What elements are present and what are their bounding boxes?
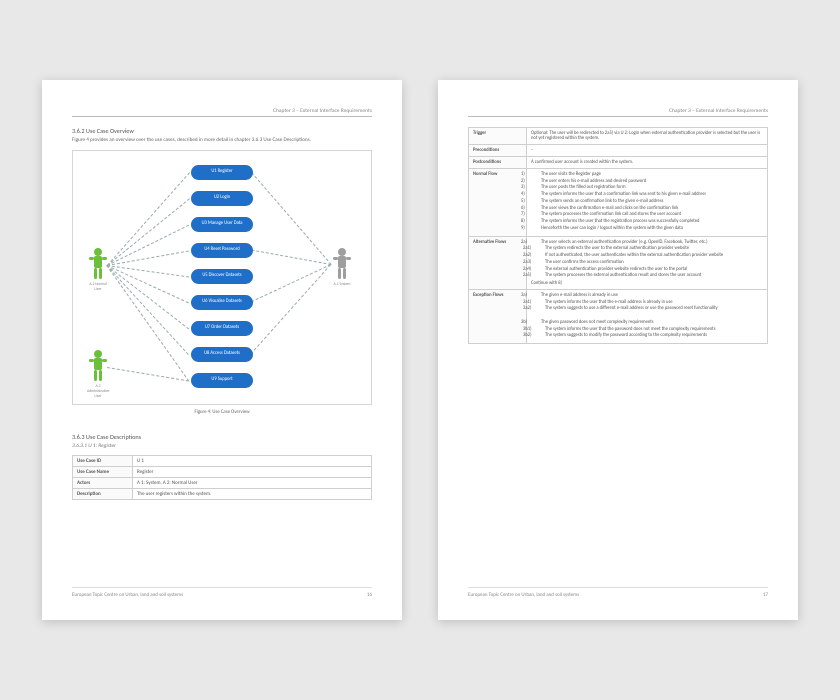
flow-step: 9) Henceforth the user can login / logou… — [531, 226, 763, 232]
use-case-diagram: U1 Register U2 Login U3 Manage User Data U4… — [72, 150, 372, 405]
table-key: Description — [73, 488, 133, 499]
table-key: Actors — [73, 477, 133, 488]
flow-step: 2a5) The system processes the external a… — [531, 273, 763, 279]
use-case-node: U5 Discover Datasets — [191, 269, 253, 284]
table-value: U 1 — [133, 455, 372, 466]
actor-label: A.3 Administrative User — [87, 384, 109, 399]
actor-admin-user: A.3 Administrative User — [87, 349, 109, 399]
flow-step: 3a2) The system suggests to use a differ… — [531, 306, 763, 312]
footer-page-number: 17 — [763, 592, 768, 598]
use-case-node: U2 Login — [191, 191, 253, 206]
use-case-node: U3 Manage User Data — [191, 217, 253, 232]
flow-value: Optional: The user will be redirected to… — [527, 128, 768, 145]
flow-step: 2a1) The system redirects the user to th… — [531, 246, 763, 252]
flow-step: 1) The user visits the Register page — [531, 172, 763, 178]
page-1: Chapter 3 – External Interface Requireme… — [42, 80, 402, 620]
footer-page-number: 16 — [367, 592, 372, 598]
use-case-node: U9 Support — [191, 373, 253, 388]
table-value: Register — [133, 466, 372, 477]
table-row: PostconditionsA confirmed user account i… — [469, 157, 768, 169]
flow-step: 2a4) The external authentication provide… — [531, 267, 763, 273]
section-desc-overview: Figure 4 provides an overview over the u… — [72, 137, 372, 144]
flow-key: Preconditions — [469, 145, 527, 157]
flow-key: Normal Flow — [469, 169, 527, 237]
flow-step: 4) The system informs the user that a co… — [531, 192, 763, 198]
actor-label: A.1 System — [331, 282, 353, 287]
flow-value: – — [527, 145, 768, 157]
flow-step: 5) The system sends an confirmation link… — [531, 199, 763, 205]
diagram-connector — [107, 198, 190, 265]
actor-system: A.1 System — [331, 247, 353, 287]
page-2: Chapter 3 – External Interface Requireme… — [438, 80, 798, 620]
use-case-summary-table: Use Case IDU 1Use Case NameRegisterActor… — [72, 455, 372, 500]
table-row: Preconditions– — [469, 145, 768, 157]
flow-step: 7) The system processes the confirmation… — [531, 212, 763, 218]
page-footer: European Topic Centre on Urban, land and… — [468, 587, 768, 598]
table-row: TriggerOptional: The user will be redire… — [469, 128, 768, 145]
flow-step: 2a3) The user confirms the access confir… — [531, 260, 763, 266]
flow-key: Postconditions — [469, 157, 527, 169]
diagram-connector — [107, 367, 189, 381]
flow-step: 2a) The user selects an external authent… — [531, 240, 763, 246]
flow-value: 3a) The given e-mail address is already … — [527, 290, 768, 344]
flow-step: 3b1) The system informs the user that th… — [531, 327, 763, 333]
flow-key: Exception Flows — [469, 290, 527, 344]
flow-continue: Continue with 8) — [531, 281, 763, 286]
actor-normal-user: A.2 Normal User — [87, 247, 109, 292]
footer-org: European Topic Centre on Urban, land and… — [72, 592, 183, 598]
table-row: DescriptionThe user registers within the… — [73, 488, 372, 499]
use-case-node: U8 Access Datasets — [191, 347, 253, 362]
table-row: Exception Flows 3a) The given e-mail addr… — [469, 290, 768, 344]
table-row: ActorsA 1: System, A 2: Normal User — [73, 477, 372, 488]
flow-step — [531, 313, 763, 319]
table-key: Use Case ID — [73, 455, 133, 466]
diagram-connector — [106, 265, 189, 381]
flow-step: 3) The user posts the filled out registr… — [531, 185, 763, 191]
flow-step: 3a1) The system informs the user that th… — [531, 300, 763, 306]
table-row: Use Case NameRegister — [73, 466, 372, 477]
flow-key: Alternative Flows — [469, 236, 527, 289]
flow-value: 1) The user visits the Register page2) T… — [527, 169, 768, 237]
use-case-node: U1 Register — [191, 165, 253, 180]
section-title-descriptions: 3.6.3 Use Case Descriptions — [72, 433, 372, 441]
figure-caption: Figure 4: Use Case Overview — [72, 409, 372, 415]
diagram-connector — [250, 264, 331, 354]
table-key: Use Case Name — [73, 466, 133, 477]
flow-step: 3b2) The system suggests to modify the p… — [531, 333, 763, 339]
use-case-node: U4 Reset Password — [191, 243, 253, 258]
use-case-node: U6 Visualise Datasets — [191, 295, 253, 310]
flow-step: 2a2) If not authenticated, the user auth… — [531, 253, 763, 259]
section-title-overview: 3.6.2 Use Case Overview — [72, 127, 372, 135]
table-value: The user registers within the system. — [133, 488, 372, 499]
flow-step: 2) The user enters his e-mail address an… — [531, 179, 763, 185]
use-case-flow-table: TriggerOptional: The user will be redire… — [468, 127, 768, 344]
page-footer: European Topic Centre on Urban, land and… — [72, 587, 372, 598]
flow-step: 6) The user views the confirmation e-mai… — [531, 206, 763, 212]
subsection-u1: 3.6.3.1 U 1: Register — [72, 443, 372, 449]
table-row: Use Case IDU 1 — [73, 455, 372, 466]
table-row: Alternative Flows 2a) The user selects an… — [469, 236, 768, 289]
footer-org: European Topic Centre on Urban, land and… — [468, 592, 579, 598]
chapter-header: Chapter 3 – External Interface Requireme… — [72, 108, 372, 117]
table-value: A 1: System, A 2: Normal User — [133, 477, 372, 488]
diagram-connector — [251, 264, 331, 302]
table-row: Normal Flow1) The user visits the Regist… — [469, 169, 768, 237]
use-case-node: U7 Order Datasets — [191, 321, 253, 336]
flow-value: A confirmed user account is created with… — [527, 157, 768, 169]
diagram-connector — [106, 265, 189, 355]
chapter-header: Chapter 3 – External Interface Requireme… — [468, 108, 768, 117]
flow-value: 2a) The user selects an external authent… — [527, 236, 768, 289]
flow-step: 3b) The given password does not meet com… — [531, 320, 763, 326]
flow-key: Trigger — [469, 128, 527, 145]
flow-step: 3a) The given e-mail address is already … — [531, 293, 763, 299]
flow-step: 8) The system informs the user that the … — [531, 219, 763, 225]
actor-label: A.2 Normal User — [87, 282, 109, 292]
